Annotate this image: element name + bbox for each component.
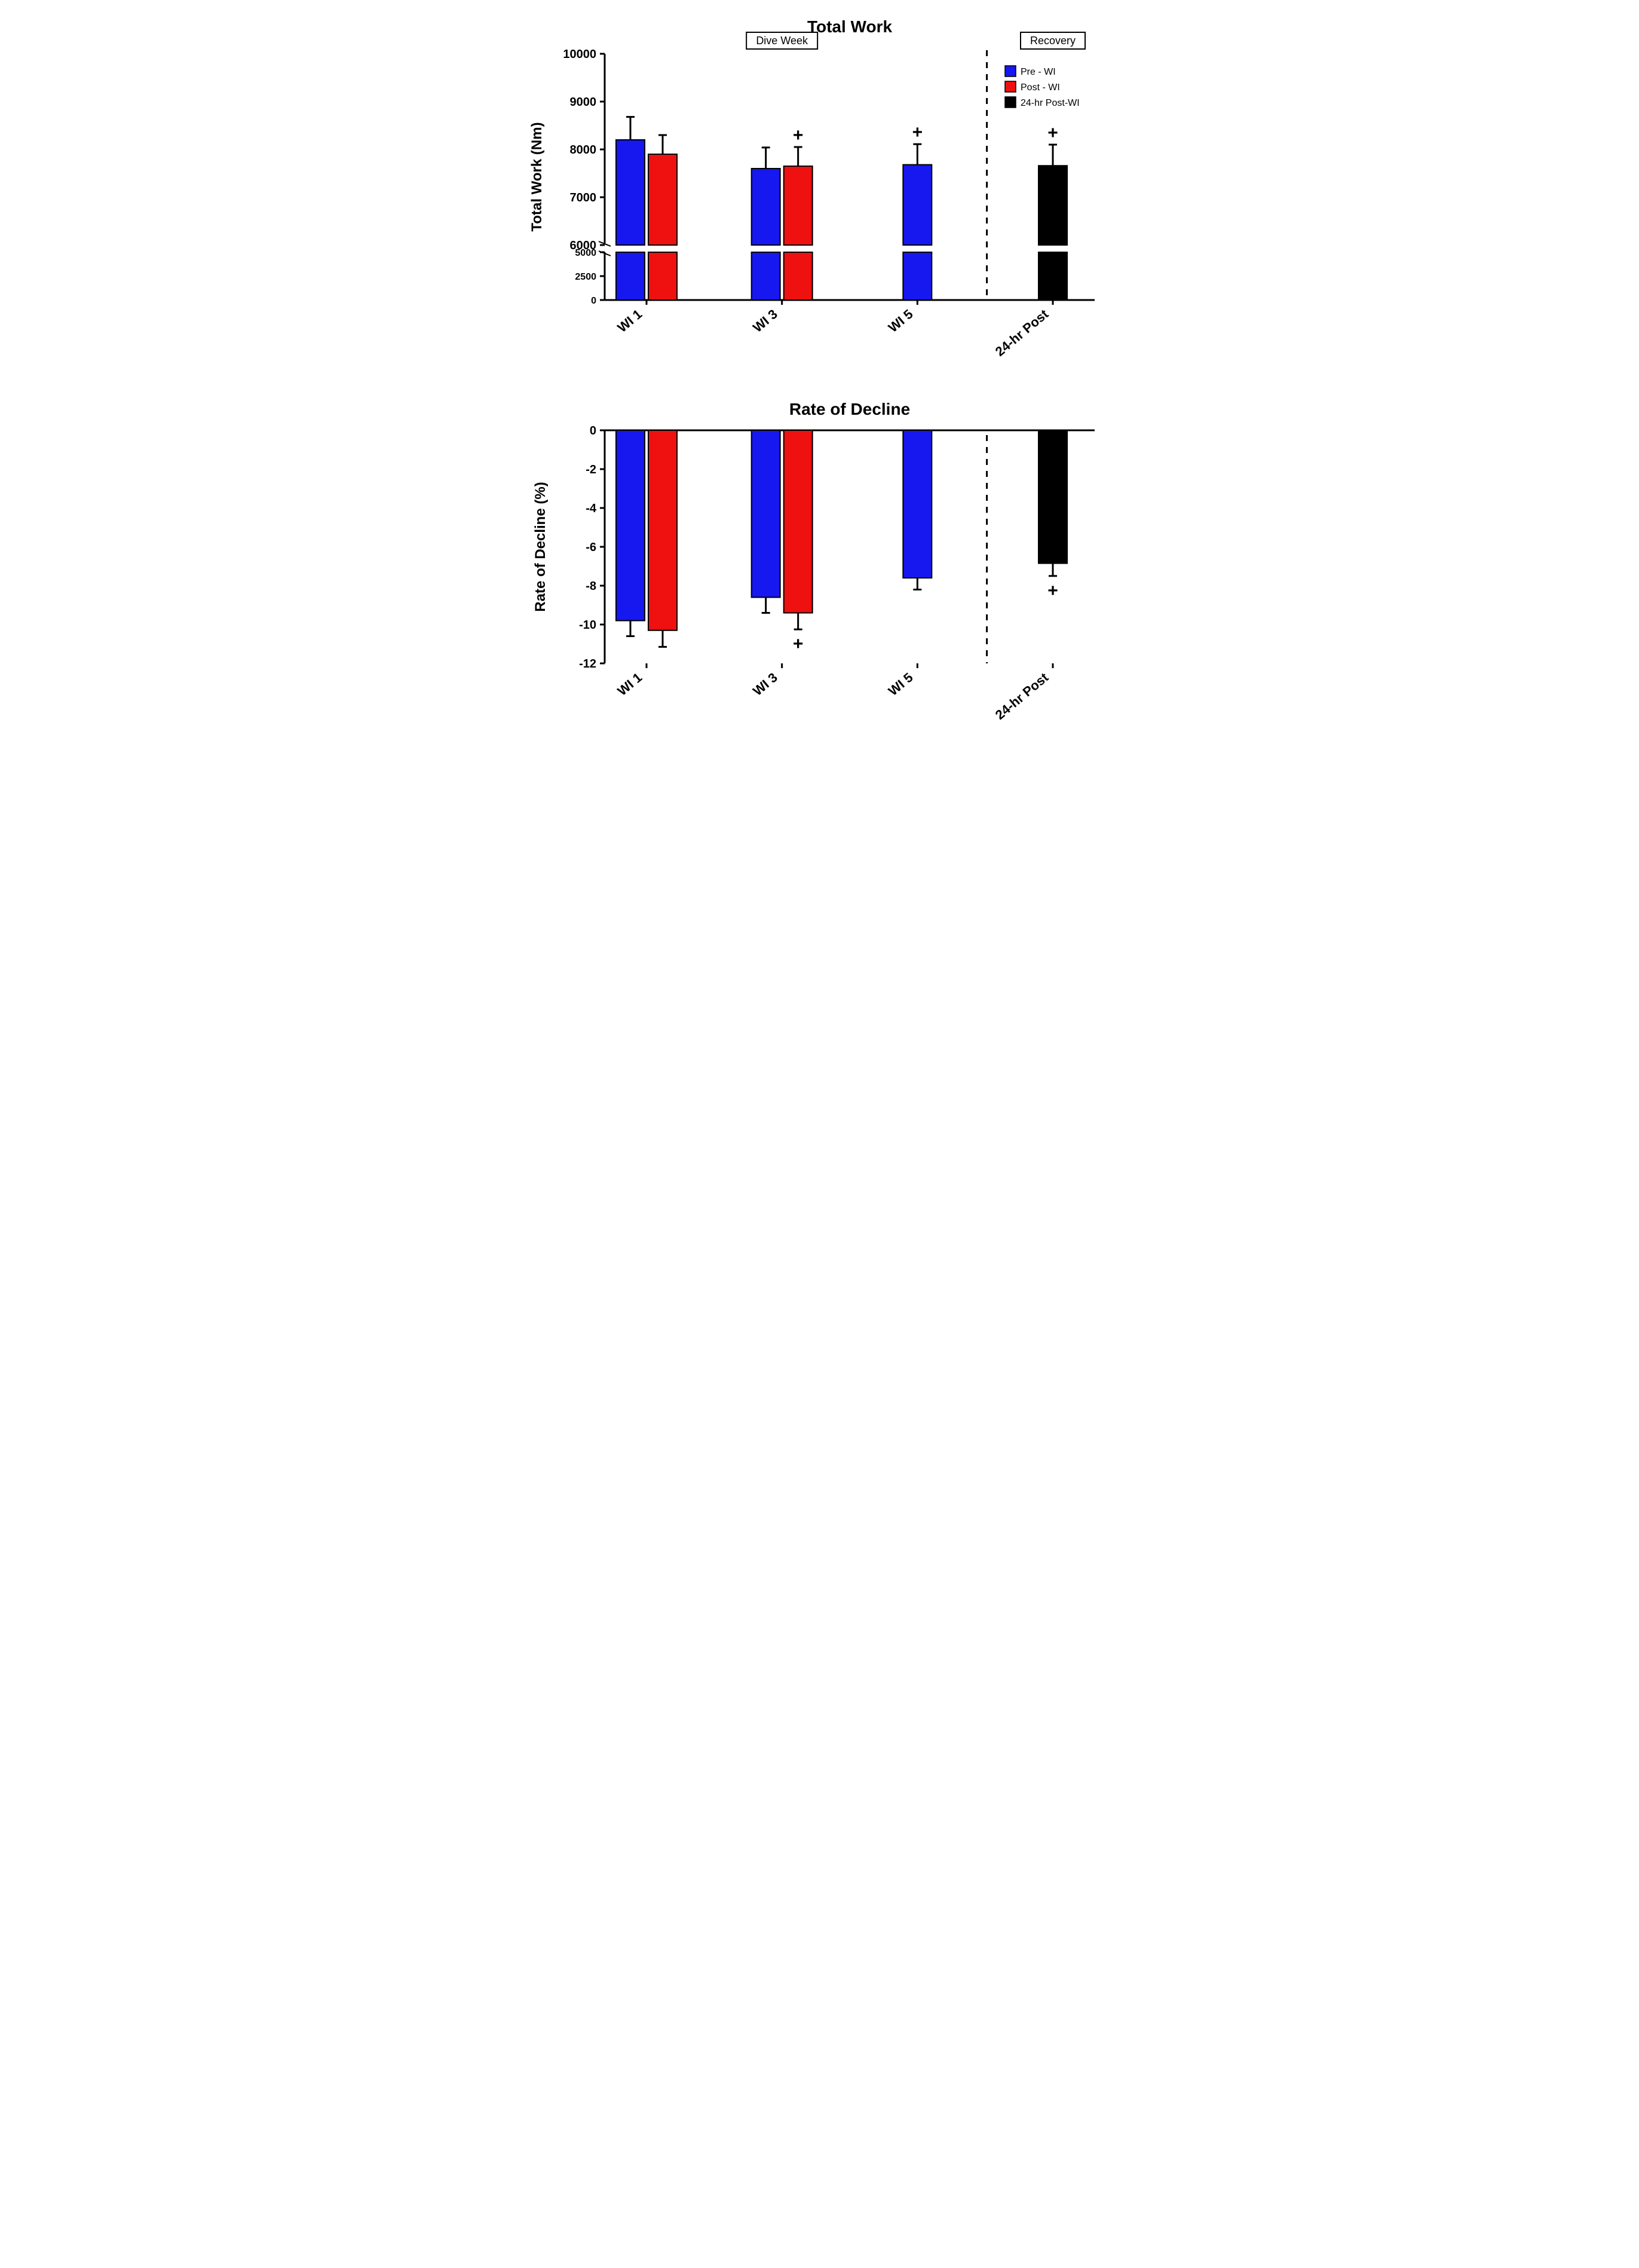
bar	[751, 430, 780, 598]
legend-label: Post - WI	[1021, 82, 1060, 93]
bar-lower	[903, 252, 932, 300]
legend-swatch	[1005, 81, 1016, 92]
significance-mark: +	[1047, 581, 1058, 601]
y-tick: 0	[589, 424, 596, 437]
legend-swatch	[1005, 66, 1016, 76]
chart-title: Rate of Decline	[789, 400, 909, 418]
y-tick: -8	[586, 580, 596, 593]
y-tick: 9000	[569, 96, 596, 109]
y-axis-label: Rate of Decline (%)	[532, 482, 549, 611]
bar	[903, 165, 932, 245]
y-tick: -6	[586, 541, 596, 554]
bar	[1038, 430, 1067, 564]
bar-lower	[648, 252, 677, 300]
bar	[1038, 166, 1067, 245]
x-tick-label: WI 5	[885, 307, 915, 335]
x-tick-label: WI 1	[614, 307, 645, 335]
y-tick: 8000	[569, 143, 596, 157]
y-tick: -10	[579, 619, 596, 632]
bar-lower	[616, 252, 645, 300]
x-tick-label: 24-hr Post	[992, 306, 1051, 359]
y-tick: 5000	[575, 248, 596, 258]
chart-title: Total Work	[807, 17, 892, 36]
bar	[648, 430, 677, 630]
dive-week-box-label: Dive Week	[756, 35, 808, 47]
y-tick: 10000	[563, 48, 596, 61]
legend-label: Pre - WI	[1021, 67, 1056, 77]
y-tick: -2	[586, 463, 596, 476]
bar	[616, 430, 645, 621]
bar	[616, 140, 645, 245]
bar	[783, 430, 812, 613]
y-tick: 7000	[569, 191, 596, 204]
bar-lower	[783, 252, 812, 300]
x-tick-label: WI 1	[614, 670, 645, 699]
significance-mark: +	[792, 126, 803, 145]
x-tick-label: 24-hr Post	[992, 669, 1051, 723]
significance-mark: +	[1047, 123, 1058, 143]
y-tick: -12	[579, 657, 596, 671]
rate-of-decline-chart: Rate of Decline -12 -10 -8 -6 -4 -2 0 Rate of De…	[521, 394, 1119, 729]
x-tick-label: WI 3	[750, 670, 780, 699]
bar	[751, 169, 780, 245]
bar	[903, 430, 932, 578]
total-work-chart: Total Work600070008000900010000025005000…	[521, 12, 1119, 394]
legend-swatch	[1005, 97, 1016, 108]
bar	[648, 154, 677, 245]
y-tick: 2500	[575, 272, 596, 282]
x-tick-label: WI 5	[885, 670, 915, 699]
significance-mark: +	[912, 123, 923, 142]
y-tick: 0	[591, 296, 596, 306]
legend-label: 24-hr Post-WI	[1021, 98, 1080, 108]
y-axis-label: Total Work (Nm)	[529, 122, 545, 231]
bar	[783, 166, 812, 245]
bar-lower	[1038, 252, 1067, 300]
significance-mark: +	[792, 634, 803, 654]
x-tick-label: WI 3	[750, 307, 780, 335]
bar-lower	[751, 252, 780, 300]
y-tick: -4	[586, 502, 597, 515]
recovery-box-label: Recovery	[1030, 35, 1075, 47]
